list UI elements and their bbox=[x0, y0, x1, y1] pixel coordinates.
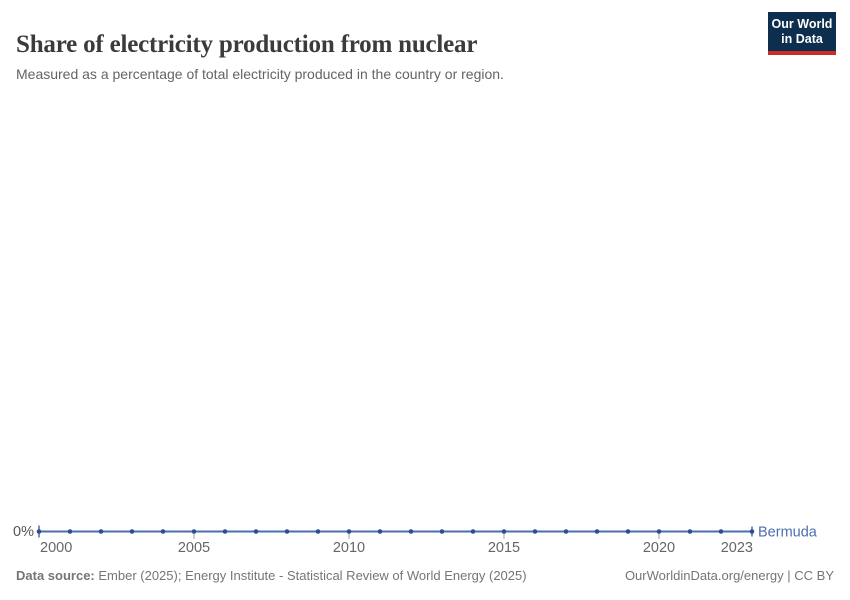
data-source-note: Data source: Ember (2025); Energy Instit… bbox=[16, 568, 527, 583]
data-point[interactable] bbox=[656, 529, 662, 534]
x-axis-tick-label: 2005 bbox=[178, 540, 210, 556]
data-point[interactable] bbox=[532, 529, 538, 534]
chart-subtitle: Measured as a percentage of total electr… bbox=[16, 66, 504, 82]
data-point[interactable] bbox=[470, 529, 476, 534]
data-point[interactable] bbox=[315, 529, 321, 534]
data-point[interactable] bbox=[501, 529, 507, 534]
data-point[interactable] bbox=[67, 529, 73, 534]
x-axis-tick-label: 2000 bbox=[40, 540, 72, 556]
owid-logo-line2: in Data bbox=[781, 32, 823, 46]
chart-title: Share of electricity production from nuc… bbox=[16, 30, 478, 58]
x-axis-tick-label: 2023 bbox=[721, 540, 753, 556]
owid-logo-line1: Our World bbox=[771, 17, 833, 31]
x-axis-tick-label: 2015 bbox=[488, 540, 520, 556]
series-label[interactable]: Bermuda bbox=[758, 525, 818, 541]
data-point[interactable] bbox=[625, 529, 631, 534]
data-source-text: Ember (2025); Energy Institute - Statist… bbox=[94, 568, 527, 583]
data-point[interactable] bbox=[222, 529, 228, 534]
data-point[interactable] bbox=[563, 529, 569, 534]
data-point[interactable] bbox=[36, 529, 42, 534]
owid-logo[interactable]: Our World in Data bbox=[768, 12, 836, 55]
data-point[interactable] bbox=[129, 529, 135, 534]
data-point[interactable] bbox=[687, 529, 693, 534]
owid-license-link[interactable]: OurWorldinData.org/energy | CC BY bbox=[624, 568, 834, 583]
y-axis-tick-label: 0% bbox=[13, 524, 34, 540]
data-point[interactable] bbox=[749, 529, 755, 534]
data-point[interactable] bbox=[160, 529, 166, 534]
data-point[interactable] bbox=[346, 529, 352, 534]
data-point[interactable] bbox=[718, 529, 724, 534]
data-point[interactable] bbox=[439, 529, 445, 534]
owid-logo-text: Our World in Data bbox=[768, 12, 836, 51]
data-point[interactable] bbox=[284, 529, 290, 534]
data-point[interactable] bbox=[594, 529, 600, 534]
owid-logo-red-bar bbox=[768, 51, 836, 55]
data-point[interactable] bbox=[408, 529, 414, 534]
x-axis-tick-label: 2010 bbox=[333, 540, 365, 556]
chart-footer: Data source: Ember (2025); Energy Instit… bbox=[16, 568, 834, 583]
data-point[interactable] bbox=[377, 529, 383, 534]
x-axis-tick-label: 2020 bbox=[643, 540, 675, 556]
data-source-label: Data source: bbox=[16, 568, 95, 583]
data-point[interactable] bbox=[253, 529, 259, 534]
data-point[interactable] bbox=[98, 529, 104, 534]
data-point[interactable] bbox=[191, 529, 197, 534]
